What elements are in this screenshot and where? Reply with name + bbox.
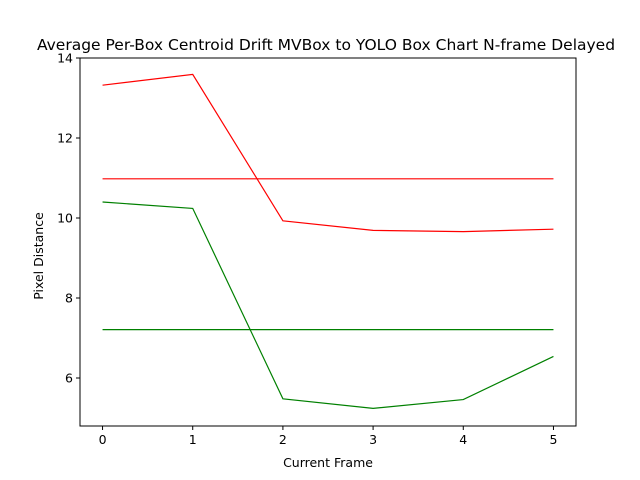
x-tick-label: 2	[279, 432, 287, 447]
x-tick-label: 4	[459, 432, 467, 447]
y-tick-label: 8	[65, 291, 73, 306]
y-tick-label: 12	[57, 131, 73, 146]
x-tick-label: 1	[189, 432, 197, 447]
plot-frame	[79, 57, 577, 427]
y-tick-label: 14	[57, 51, 73, 66]
y-tick-label: 6	[65, 371, 73, 386]
x-tick-label: 0	[99, 432, 107, 447]
plot-area	[79, 57, 577, 427]
y-axis: 6 8 10 12 14	[57, 51, 80, 386]
chart-title: Average Per-Box Centroid Drift MVBox to …	[37, 36, 615, 54]
x-tick-label: 5	[549, 432, 557, 447]
x-axis-label: Current Frame	[283, 455, 373, 470]
y-axis-label: Pixel Distance	[31, 212, 46, 300]
series-line-3	[102, 201, 554, 410]
x-tick-label: 3	[369, 432, 377, 447]
series-layer	[102, 73, 554, 410]
y-tick-label: 10	[57, 211, 73, 226]
series-line-1	[102, 73, 554, 233]
x-axis: 0 1 2 3 4 5	[99, 426, 557, 447]
